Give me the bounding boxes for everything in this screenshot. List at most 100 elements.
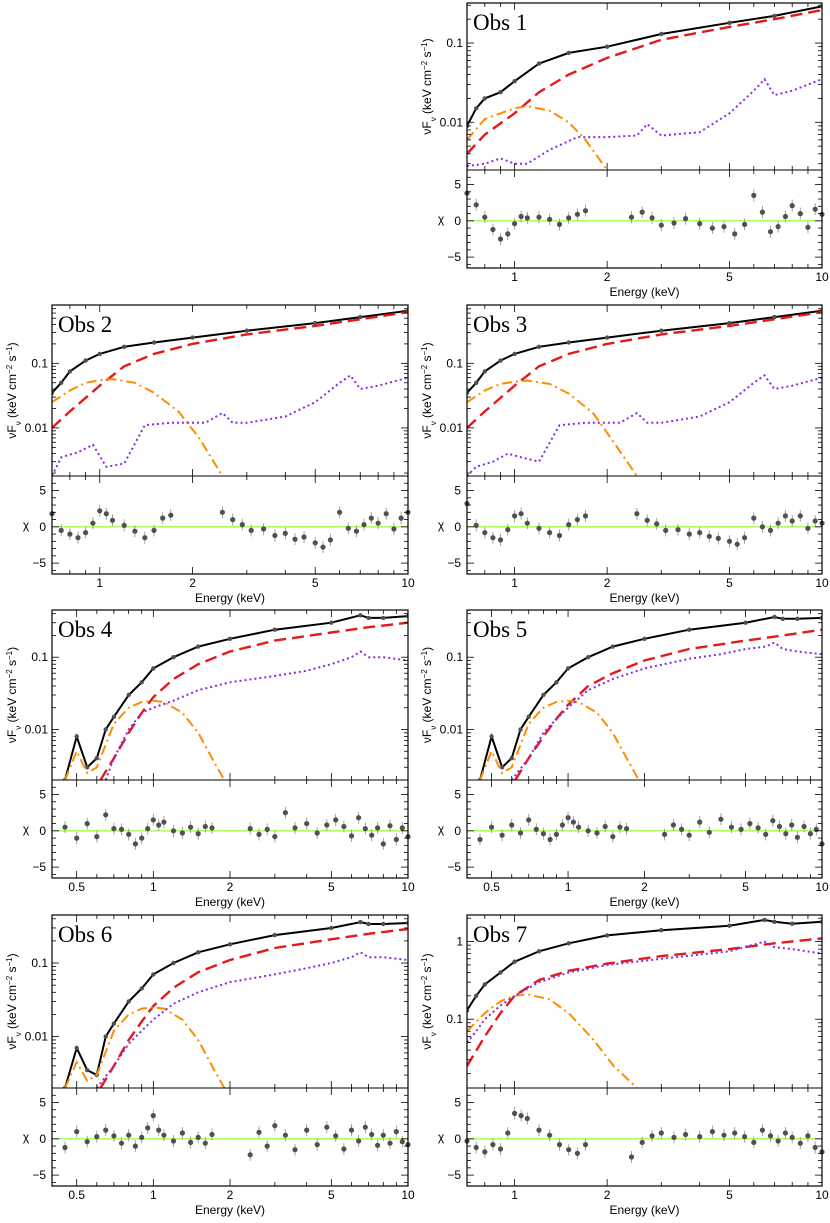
y-axis-label-part: ν <box>429 117 438 121</box>
model-powerlaw <box>467 937 822 1067</box>
residual-points <box>477 811 825 850</box>
y-axis-label-part: −2 <box>5 975 14 985</box>
spectrum-data-point <box>329 925 334 931</box>
spectrum-data-point <box>381 615 386 621</box>
residual-point <box>775 520 781 526</box>
residual-point <box>533 826 539 833</box>
residual-point <box>111 1133 117 1139</box>
spectrum-data-point <box>482 982 487 987</box>
residual-point <box>658 222 664 228</box>
residual-point <box>74 835 80 841</box>
residual-point <box>361 522 367 528</box>
residual-point <box>477 836 483 843</box>
model-curves <box>52 308 408 476</box>
residual-point <box>393 836 399 843</box>
residual-point <box>304 821 310 827</box>
residual-tick-label: 0 <box>454 520 461 534</box>
residual-point <box>369 1131 375 1138</box>
residual-point <box>375 1142 381 1148</box>
residual-point <box>62 824 68 830</box>
residual-point <box>540 831 547 837</box>
residual-point <box>282 1132 288 1138</box>
residual-point <box>718 816 724 822</box>
residual-point <box>202 1140 208 1146</box>
residual-tick-label: −5 <box>32 556 46 570</box>
y-axis-label-part: ν <box>429 1032 438 1036</box>
residual-tick-label: 5 <box>454 1096 461 1110</box>
spectrum-data-point <box>59 380 64 385</box>
x-tick-label: 10 <box>815 1188 829 1202</box>
residual-point <box>547 216 553 222</box>
panel-frame <box>466 914 823 1187</box>
residual-axis-label: χ <box>438 1130 445 1144</box>
residual-point <box>536 214 542 220</box>
residual-point <box>812 206 818 212</box>
residual-point <box>62 1144 68 1151</box>
residual-points <box>62 806 411 850</box>
spectrum-data-point <box>541 692 546 698</box>
spectrum-data-point <box>103 1034 108 1039</box>
residual-point <box>94 1134 100 1140</box>
model-curves <box>477 614 822 780</box>
residual-point <box>292 536 298 542</box>
model-reflection <box>467 940 822 1044</box>
residual-point <box>671 1134 677 1140</box>
residual-point <box>663 527 669 534</box>
spectrum-data-point <box>122 344 127 349</box>
model-blackbody <box>52 378 224 476</box>
residual-point <box>239 522 245 528</box>
spectrum-data-point <box>313 320 318 326</box>
residual-point <box>565 815 571 821</box>
residual-point <box>126 1132 132 1138</box>
residual-point <box>219 509 225 515</box>
spectrum-data-point <box>610 644 615 649</box>
residual-tick-label: −5 <box>32 860 46 874</box>
panel-obs-7: 1 2 5 10 0.1 1 −5 0 5 Obs 7 Energy (keV) χ νFν (keV … <box>420 914 829 1217</box>
y-axis-label-part: (keV cm <box>420 678 434 725</box>
residual-point <box>812 1144 818 1151</box>
residual-point <box>353 528 359 534</box>
residual-point <box>482 530 488 536</box>
y-axis-label-part: ν <box>14 421 23 425</box>
residual-point <box>209 825 215 831</box>
residual-point <box>697 530 703 536</box>
x-tick-label: 1 <box>511 576 518 590</box>
spectrum-data-point <box>536 61 542 66</box>
spectrum-data-point <box>272 627 277 632</box>
residual-point <box>805 224 811 230</box>
model-total <box>467 309 822 394</box>
residual-point <box>489 824 495 830</box>
x-tick-label: 10 <box>815 880 829 894</box>
spectrum-data-point <box>85 765 90 770</box>
residual-point <box>582 513 589 519</box>
panel-obs-6: 0.5 1 2 5 10 0.01 0.1 −5 0 5 Obs 6 Energy (keV) χ νFν… <box>5 914 415 1217</box>
residual-point <box>775 1138 781 1144</box>
residual-point <box>697 1134 703 1140</box>
residual-point <box>490 535 496 541</box>
spectrum-data-point <box>227 942 233 947</box>
residual-point <box>505 1130 511 1136</box>
spectrum-data-point <box>151 340 157 345</box>
residual-point <box>789 203 795 209</box>
residual-point <box>94 834 100 840</box>
y-axis-label-part: s <box>420 966 434 975</box>
x-tick-label: 2 <box>227 1188 234 1202</box>
y-axis-label: νFν (keV cm−2 s−1) <box>420 953 438 1049</box>
y-axis-label-part: s <box>420 660 434 669</box>
spectrum-data-point <box>498 90 503 95</box>
residual-axis-label: χ <box>23 1130 30 1144</box>
y-axis-label-part: νF <box>420 730 434 743</box>
residual-point <box>150 1113 156 1119</box>
residual-point <box>755 825 761 831</box>
spectrum-data-point <box>358 314 363 320</box>
residual-point <box>775 224 781 230</box>
y-axis-label-part: νF <box>420 121 434 134</box>
residual-point <box>511 513 518 519</box>
residual-point <box>574 517 581 523</box>
residual-point <box>671 220 677 226</box>
residual-point <box>553 831 560 838</box>
panel-title: Obs 7 <box>473 922 527 947</box>
y-tick-label: 0.1 <box>31 650 48 664</box>
y-axis-label: νFν (keV cm−2 s−1) <box>420 647 438 743</box>
residual-point <box>362 826 368 832</box>
